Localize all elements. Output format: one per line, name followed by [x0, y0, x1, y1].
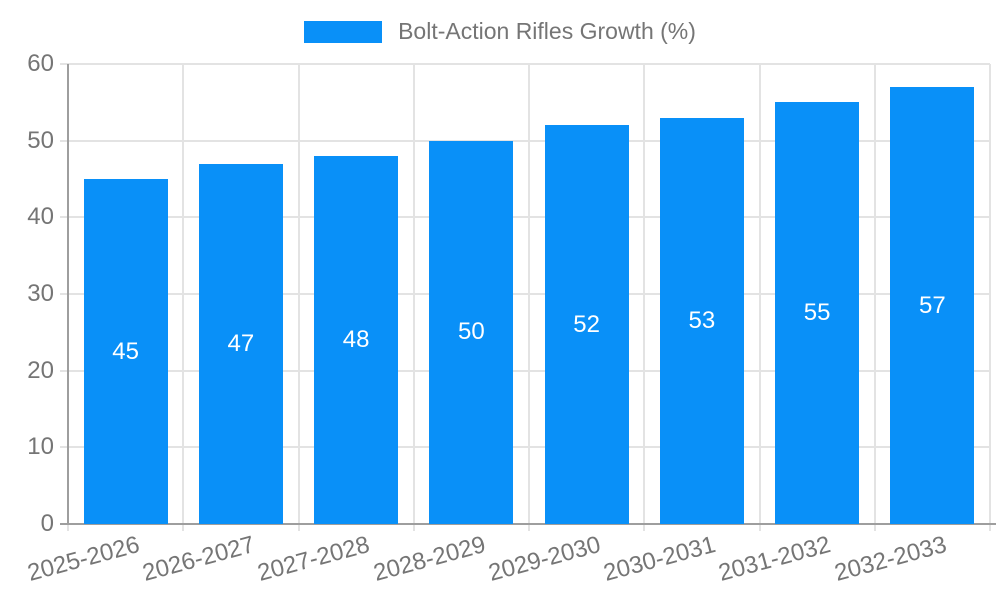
gridline-vertical	[758, 64, 761, 524]
y-tick-label: 50	[27, 126, 54, 154]
bar-value-label: 50	[458, 318, 485, 346]
x-tick-label: 2028-2029	[370, 531, 489, 587]
x-tick-mark	[528, 524, 530, 531]
gridline-vertical	[412, 64, 415, 524]
x-tick-label: 2029-2030	[485, 531, 604, 587]
x-tick-label: 2031-2032	[715, 531, 834, 587]
x-tick-mark	[873, 524, 876, 531]
bar[interactable]: 53	[659, 117, 744, 524]
y-tick-mark	[60, 63, 68, 65]
bar[interactable]: 57	[890, 87, 975, 524]
bar[interactable]: 45	[83, 179, 168, 524]
bar-value-label: 47	[227, 329, 255, 357]
gridline-vertical	[528, 64, 530, 524]
x-tick-mark	[989, 524, 991, 531]
x-tick-mark	[643, 524, 646, 531]
x-tick-mark	[67, 524, 69, 531]
bar-value-label: 55	[803, 299, 831, 327]
x-tick-label: 2032-2033	[831, 531, 950, 587]
bar-value-label: 45	[112, 337, 139, 365]
gridline-vertical	[182, 64, 185, 524]
y-axis-line	[67, 64, 69, 524]
x-tick-label: 2025-2026	[24, 531, 143, 587]
bar-value-label: 48	[342, 326, 370, 353]
gridline-vertical	[989, 64, 991, 524]
bar[interactable]: 47	[198, 163, 283, 524]
x-tick-mark	[297, 524, 300, 531]
bar-value-label: 53	[688, 306, 716, 334]
x-tick-mark	[412, 524, 415, 531]
y-tick-mark	[60, 139, 68, 142]
x-tick-label: 2030-2031	[600, 531, 719, 587]
bar[interactable]: 50	[429, 140, 514, 524]
gridline-vertical	[873, 64, 876, 524]
y-tick-label: 30	[27, 280, 54, 307]
x-tick-mark	[758, 524, 761, 531]
bar[interactable]: 48	[314, 156, 399, 524]
legend-label: Bolt-Action Rifles Growth (%)	[398, 18, 696, 44]
y-tick-label: 20	[27, 356, 54, 384]
y-tick-label: 10	[27, 433, 54, 461]
y-tick-mark	[60, 216, 68, 219]
y-tick-label: 40	[27, 203, 54, 231]
x-tick-label: 2027-2028	[254, 531, 373, 587]
y-tick-mark	[60, 446, 68, 449]
legend-swatch	[304, 20, 383, 43]
y-tick-mark	[60, 369, 68, 372]
y-tick-label: 60	[27, 50, 54, 77]
x-tick-mark	[182, 524, 185, 531]
x-tick-label: 2026-2027	[139, 531, 258, 587]
bar-value-label: 52	[573, 310, 600, 338]
gridline-vertical	[643, 64, 646, 524]
plot-area: 0 10 20 30 40 50 60 45 47 48 50 52 53 55 57 2025-2026 20…	[24, 50, 996, 587]
chart-legend[interactable]: Bolt-Action Rifles Growth (%)	[0, 18, 1000, 45]
y-tick-mark	[60, 293, 68, 295]
gridline-vertical	[297, 64, 300, 524]
bar-value-label: 57	[919, 291, 946, 319]
bar[interactable]: 55	[775, 102, 860, 524]
bar[interactable]: 52	[544, 125, 629, 524]
y-tick-label: 0	[40, 510, 54, 537]
x-axis-line	[60, 523, 996, 525]
